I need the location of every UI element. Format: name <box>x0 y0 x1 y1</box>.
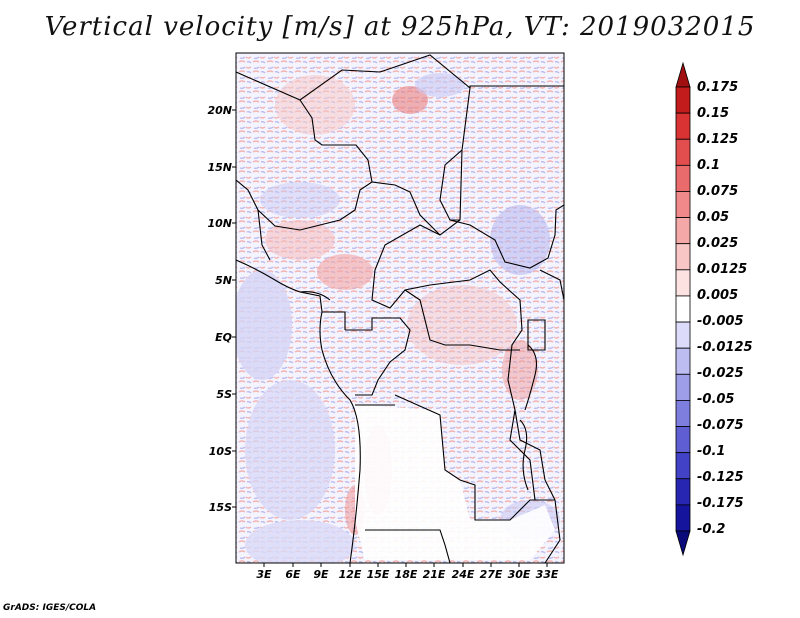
colorbar-swatch <box>675 321 691 349</box>
colorbar-label: 0.175 <box>697 80 739 95</box>
country-borders <box>236 54 564 563</box>
colorbar-swatch <box>675 243 691 271</box>
colorbar-label: 0.15 <box>697 106 730 121</box>
colorbar-label: -0.2 <box>697 522 726 537</box>
colorbar-label: -0.125 <box>697 470 744 485</box>
lat-label-5n: 5N <box>215 274 232 287</box>
lat-label-10n: 10N <box>207 217 232 230</box>
lat-label-10s: 10S <box>208 445 232 458</box>
lat-label-15s: 15S <box>208 501 232 514</box>
lon-label-27e: 27E <box>479 568 503 581</box>
colorbar-swatch <box>675 373 691 401</box>
colorbar-swatch <box>675 86 691 114</box>
lon-label-12e: 12E <box>338 568 362 581</box>
lon-label-33e: 33E <box>535 568 559 581</box>
colorbar <box>675 61 691 557</box>
colorbar-label: 0.0125 <box>697 262 748 277</box>
colorbar-label: -0.025 <box>697 366 744 381</box>
velocity-field <box>236 53 564 563</box>
colorbar-swatch <box>675 269 691 297</box>
lat-label-eq: EQ <box>215 331 232 344</box>
colorbar-swatch <box>675 452 691 480</box>
colorbar-swatch <box>675 112 691 140</box>
lon-label-3e: 3E <box>256 568 272 581</box>
colorbar-label: 0.05 <box>697 210 730 225</box>
colorbar-label: -0.175 <box>697 496 744 511</box>
lon-label-9e: 9E <box>313 568 329 581</box>
colorbar-label: -0.05 <box>697 392 735 407</box>
colorbar-swatch <box>675 426 691 454</box>
colorbar-label: -0.005 <box>697 314 744 329</box>
colorbar-swatch <box>675 61 691 88</box>
colorbar-swatch <box>675 530 691 557</box>
lon-label-30e: 30E <box>507 568 531 581</box>
colorbar-label: 0.025 <box>697 236 739 251</box>
lat-label-20n: 20N <box>207 104 232 117</box>
lon-label-21e: 21E <box>422 568 446 581</box>
colorbar-label: 0.005 <box>697 288 739 303</box>
colorbar-swatch <box>675 217 691 245</box>
axis-ticks <box>232 109 548 567</box>
colorbar-label: 0.1 <box>697 158 721 173</box>
colorbar-swatch <box>675 164 691 192</box>
colorbar-swatch <box>675 347 691 375</box>
colorbar-label: -0.0125 <box>697 340 753 355</box>
colorbar-swatch <box>675 295 691 323</box>
colorbar-label: 0.075 <box>697 184 739 199</box>
lat-label-15n: 15N <box>207 161 232 174</box>
lon-label-15e: 15E <box>366 568 390 581</box>
colorbar-label: -0.075 <box>697 418 744 433</box>
colorbar-label: 0.125 <box>697 132 739 147</box>
colorbar-swatch <box>675 478 691 506</box>
map-frame <box>235 52 565 564</box>
colorbar-swatch <box>675 191 691 218</box>
colorbar-swatch <box>675 504 691 532</box>
lon-label-24e: 24E <box>451 568 475 581</box>
colorbar-label: -0.1 <box>697 444 726 459</box>
map-title: Vertical velocity [m/s] at 925hPa, VT: 2… <box>44 12 756 42</box>
colorbar-swatch <box>675 400 691 427</box>
grads-credit: GrADS: IGES/COLA <box>3 603 97 613</box>
colorbar-swatch <box>675 138 691 166</box>
lon-label-18e: 18E <box>394 568 418 581</box>
lat-label-5s: 5S <box>216 388 232 401</box>
lon-label-6e: 6E <box>285 568 301 581</box>
